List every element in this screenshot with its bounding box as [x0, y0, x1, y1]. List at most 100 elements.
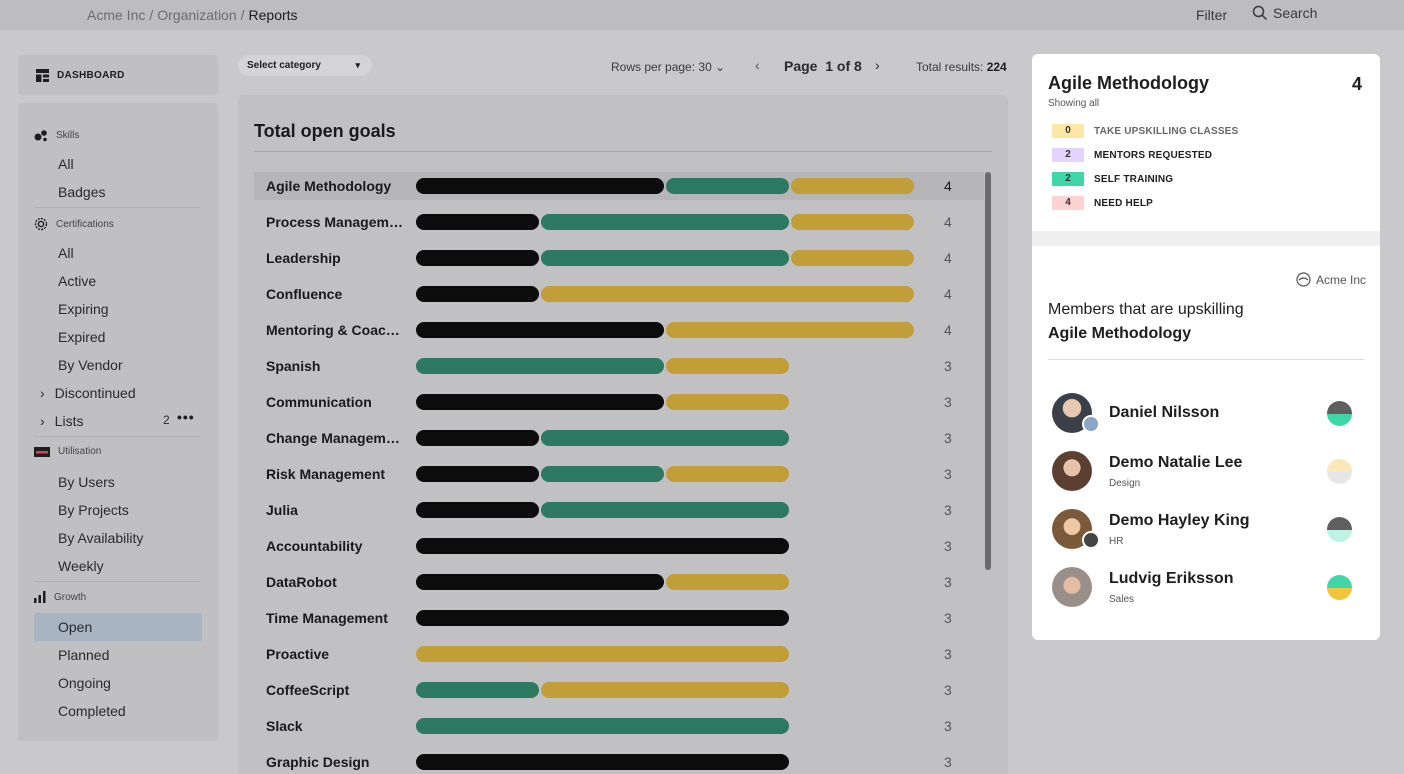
- bar-segment-black[interactable]: [416, 250, 539, 266]
- goal-count: 4: [944, 250, 952, 266]
- goal-row[interactable]: Leadership 4: [254, 244, 984, 272]
- bar-segment-gold[interactable]: [666, 574, 789, 590]
- bar-segment-black[interactable]: [416, 466, 539, 482]
- member-row[interactable]: Demo Natalie Lee Design: [1052, 451, 1364, 495]
- goal-row[interactable]: Graphic Design 3: [254, 748, 984, 774]
- goal-count: 3: [944, 502, 952, 518]
- utilisation-icon: [34, 446, 50, 457]
- bar-segment-green[interactable]: [416, 358, 664, 374]
- sidebar-item-planned[interactable]: Planned: [58, 647, 110, 663]
- bar-segment-green[interactable]: [416, 682, 539, 698]
- search-button[interactable]: Search: [1252, 5, 1317, 21]
- org-logo-icon: [1296, 272, 1311, 287]
- sidebar-item-skills-all[interactable]: All: [58, 156, 74, 172]
- rows-per-page[interactable]: Rows per page: 30 ⌄: [611, 60, 725, 74]
- certifications-section: Certifications: [34, 217, 114, 231]
- goal-name: Mentoring & Coaching: [266, 322, 406, 338]
- goal-row[interactable]: Spanish 3: [254, 352, 984, 380]
- bar-segment-black[interactable]: [416, 538, 789, 554]
- category-select[interactable]: Select category ▾: [238, 55, 372, 76]
- bar-segment-black[interactable]: [416, 502, 539, 518]
- scrollbar[interactable]: [985, 172, 991, 570]
- goal-row[interactable]: Agile Methodology 4: [254, 172, 984, 200]
- bar-segment-green[interactable]: [666, 178, 789, 194]
- goal-name: Spanish: [266, 358, 321, 374]
- bar-segment-black[interactable]: [416, 178, 664, 194]
- goal-row[interactable]: Process Management 4: [254, 208, 984, 236]
- goal-row[interactable]: Proactive 3: [254, 640, 984, 668]
- bar-segment-gold[interactable]: [541, 682, 789, 698]
- bar-segment-gold[interactable]: [416, 646, 789, 662]
- goal-row[interactable]: Slack 3: [254, 712, 984, 740]
- bar-segment-black[interactable]: [416, 286, 539, 302]
- next-page-button[interactable]: ›: [875, 57, 880, 73]
- bar-segment-black[interactable]: [416, 610, 789, 626]
- sidebar-item-by-availability[interactable]: By Availability: [58, 530, 144, 546]
- goal-row[interactable]: Risk Management 3: [254, 460, 984, 488]
- bar-segment-gold[interactable]: [791, 250, 914, 266]
- divider: [34, 207, 200, 208]
- goal-count: 4: [944, 286, 952, 302]
- goal-row[interactable]: DataRobot 3: [254, 568, 984, 596]
- sidebar-item-expiring[interactable]: Expiring: [58, 301, 109, 317]
- goal-row[interactable]: Time Management 3: [254, 604, 984, 632]
- bar-segment-gold[interactable]: [666, 322, 914, 338]
- member-row[interactable]: Daniel Nilsson: [1052, 393, 1364, 437]
- sidebar-item-by-vendor[interactable]: By Vendor: [58, 357, 123, 373]
- breadcrumb-acme[interactable]: Acme Inc: [87, 7, 146, 23]
- breadcrumb-organization[interactable]: Organization: [157, 7, 237, 23]
- goal-row[interactable]: Mentoring & Coaching 4: [254, 316, 984, 344]
- prev-page-button[interactable]: ‹: [755, 57, 760, 73]
- bar-segment-green[interactable]: [541, 466, 664, 482]
- sidebar: Skills All Badges Certifications All Act…: [18, 103, 218, 741]
- goal-row[interactable]: Julia 3: [254, 496, 984, 524]
- bar-segment-gold[interactable]: [666, 358, 789, 374]
- bar-segment-black[interactable]: [416, 214, 539, 230]
- dashboard-link[interactable]: DASHBOARD: [18, 55, 218, 95]
- bar-segment-black[interactable]: [416, 322, 664, 338]
- sidebar-item-by-users[interactable]: By Users: [58, 474, 115, 490]
- bar-segment-gold[interactable]: [791, 214, 914, 230]
- bar-segment-green[interactable]: [541, 214, 789, 230]
- sidebar-item-active[interactable]: Active: [58, 273, 97, 289]
- goal-row[interactable]: CoffeeScript 3: [254, 676, 984, 704]
- legend-label: TAKE UPSKILLING CLASSES: [1094, 125, 1239, 137]
- sidebar-item-discontinued[interactable]: › Discontinued: [40, 385, 136, 401]
- sidebar-item-badges[interactable]: Badges: [58, 184, 106, 200]
- sidebar-item-by-projects[interactable]: By Projects: [58, 502, 129, 518]
- bar-segment-green[interactable]: [416, 718, 789, 734]
- member-row[interactable]: Demo Hayley King HR: [1052, 509, 1364, 553]
- bar-segment-gold[interactable]: [541, 286, 914, 302]
- bar-segment-gold[interactable]: [666, 394, 789, 410]
- legend-count: 2: [1052, 148, 1084, 162]
- goal-row[interactable]: Change Management 3: [254, 424, 984, 452]
- sidebar-item-completed[interactable]: Completed: [58, 703, 126, 719]
- goal-row[interactable]: Confluence 4: [254, 280, 984, 308]
- filter-button[interactable]: Filter: [1196, 7, 1228, 23]
- bar-segment-black[interactable]: [416, 394, 664, 410]
- sidebar-item-weekly[interactable]: Weekly: [58, 558, 104, 574]
- sidebar-item-cert-all[interactable]: All: [58, 245, 74, 261]
- goal-name: Risk Management: [266, 466, 386, 482]
- sidebar-item-open[interactable]: Open: [58, 619, 93, 635]
- bar-segment-green[interactable]: [541, 502, 789, 518]
- member-row[interactable]: Ludvig Eriksson Sales: [1052, 567, 1364, 611]
- more-icon[interactable]: •••: [177, 409, 195, 425]
- bar-segment-green[interactable]: [541, 250, 789, 266]
- sidebar-item-ongoing[interactable]: Ongoing: [58, 675, 111, 691]
- members-skill: Agile Methodology: [1048, 325, 1192, 342]
- legend-row: 2 SELF TRAINING: [1052, 172, 1173, 186]
- breadcrumb-separator: /: [149, 7, 154, 23]
- sidebar-item-expired[interactable]: Expired: [58, 329, 106, 345]
- goal-row[interactable]: Communication 3: [254, 388, 984, 416]
- breadcrumb: Acme Inc / Organization / Reports: [87, 7, 298, 23]
- bar-segment-gold[interactable]: [666, 466, 789, 482]
- bar-segment-black[interactable]: [416, 574, 664, 590]
- bar-segment-gold[interactable]: [791, 178, 914, 194]
- bar-segment-green[interactable]: [541, 430, 789, 446]
- bar-segment-black[interactable]: [416, 430, 539, 446]
- goal-count: 3: [944, 394, 952, 410]
- goal-row[interactable]: Accountability 3: [254, 532, 984, 560]
- sidebar-item-lists[interactable]: › Lists: [40, 413, 83, 429]
- bar-segment-black[interactable]: [416, 754, 789, 770]
